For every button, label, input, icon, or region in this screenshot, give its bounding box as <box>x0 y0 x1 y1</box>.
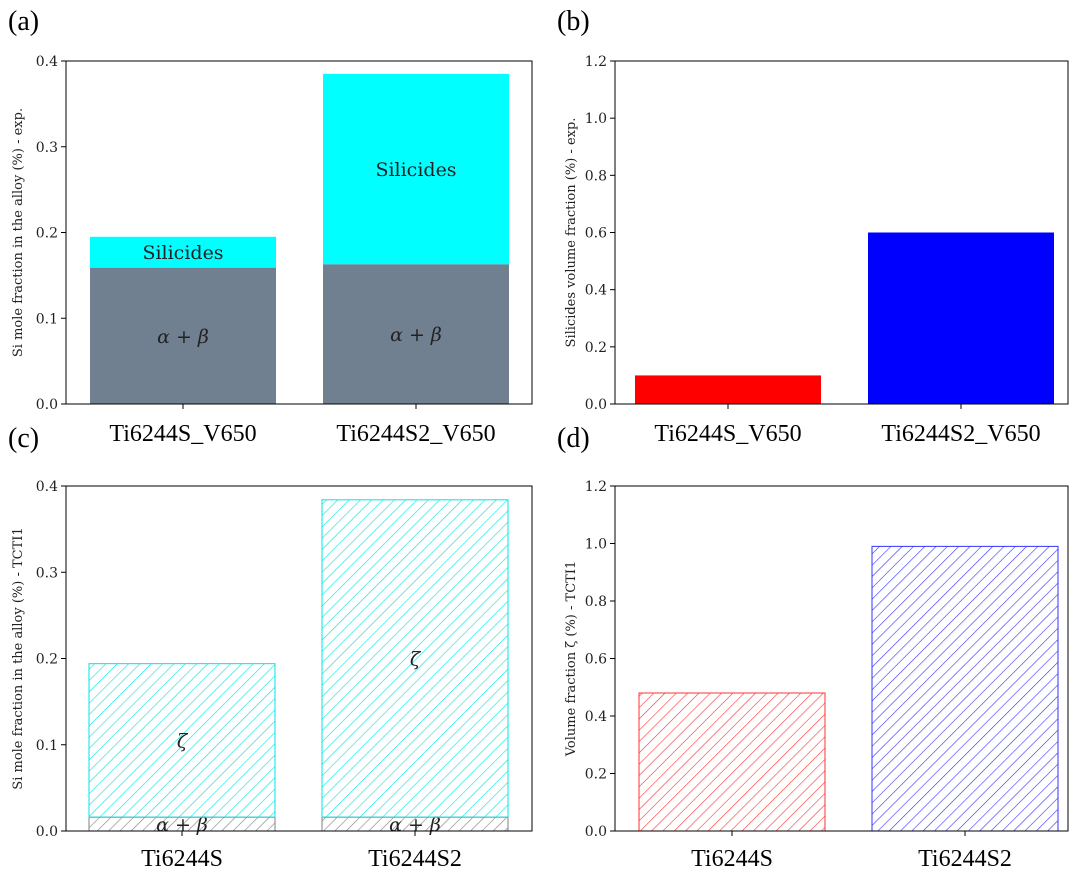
bar-upper-0 <box>88 663 276 818</box>
y-tick-label: 1.0 <box>585 111 607 127</box>
y-axis-label: Si mole fraction in the alloy (%) - TCTI… <box>11 527 26 789</box>
y-tick-label: 0.1 <box>36 738 58 754</box>
x-tick-label: Ti6244S2_V650 <box>336 421 495 447</box>
bar-alpha-beta-0 <box>90 267 276 404</box>
panel-b: (b) 0.0 0.2 0.4 0.6 0.8 1.0 1.2 Ti6244S_V650 Ti62… <box>557 6 1069 447</box>
y-tick-label: 0.0 <box>36 397 58 413</box>
bar-alpha-beta-1 <box>323 264 509 404</box>
y-tick-label: 0.4 <box>36 54 58 70</box>
y-tick-label: 0.8 <box>585 168 607 184</box>
y-tick-label: 0.4 <box>36 479 58 495</box>
bar-upper-1 <box>323 73 509 265</box>
y-tick-label: 0.1 <box>36 311 58 327</box>
y-tick-label: 1.2 <box>585 54 607 70</box>
y-tick-label: 0.3 <box>36 565 58 581</box>
x-tick-label: Ti6244S_V650 <box>109 421 256 447</box>
y-tick-label: 0.8 <box>585 594 607 610</box>
bar-label: Silicides <box>375 159 456 181</box>
panel-letter: (c) <box>8 423 39 454</box>
y-axis-label: Volume fraction ζ (%) - TCTI1 <box>564 561 579 758</box>
bar-upper-0 <box>90 236 276 268</box>
bar-label: ζ <box>410 649 422 671</box>
y-tick-label: 0.4 <box>585 283 607 299</box>
y-tick-label: 0.6 <box>585 226 607 242</box>
y-tick-label: 1.2 <box>585 479 607 495</box>
y-tick-label: 0.0 <box>36 824 58 840</box>
bar-label: α + β <box>390 324 442 346</box>
x-tick-label: Ti6244S2_V650 <box>881 421 1040 447</box>
y-tick-label: 0.6 <box>585 652 607 668</box>
x-tick-label: Ti6244S2 <box>918 846 1012 872</box>
bar-0 <box>635 375 821 404</box>
y-tick-label: 0.2 <box>36 226 58 242</box>
x-tick-label: Ti6244S <box>141 846 223 872</box>
panel-d: (d) 0.0 0.2 0.4 0.6 0.8 1.0 1.2 Ti6244S Ti6244S2 V… <box>557 423 1069 872</box>
y-tick-label: 1.0 <box>585 537 607 553</box>
y-axis-label: Si mole fraction in the alloy (%) - exp. <box>11 108 26 357</box>
panel-a: (a) α + β Silicides α + β Silicides 0.0 0.1 0.2… <box>8 6 533 447</box>
y-tick-label: 0.2 <box>585 767 607 783</box>
bar-0 <box>638 692 826 832</box>
y-tick-label: 0.4 <box>585 709 607 725</box>
y-tick-label: 0.0 <box>585 824 607 840</box>
panel-letter: (a) <box>8 6 39 37</box>
y-tick-label: 0.3 <box>36 140 58 156</box>
y-tick-label: 0.2 <box>585 340 607 356</box>
bar-1 <box>868 232 1054 404</box>
bar-label: Silicides <box>142 242 223 264</box>
x-tick-label: Ti6244S <box>691 846 773 872</box>
panel-letter: (d) <box>557 423 590 454</box>
y-axis-label: Silicides volume fraction (%) - exp. <box>564 118 579 348</box>
x-tick-label: Ti6244S_V650 <box>654 421 801 447</box>
bar-upper-1 <box>321 499 509 818</box>
bar-label: α + β <box>157 326 209 348</box>
y-tick-label: 0.2 <box>36 652 58 668</box>
bar-1 <box>871 545 1059 832</box>
y-tick-label: 0.0 <box>585 397 607 413</box>
panel-letter: (b) <box>557 6 590 37</box>
x-tick-label: Ti6244S2 <box>368 846 462 872</box>
bar-label: ζ <box>177 730 189 752</box>
